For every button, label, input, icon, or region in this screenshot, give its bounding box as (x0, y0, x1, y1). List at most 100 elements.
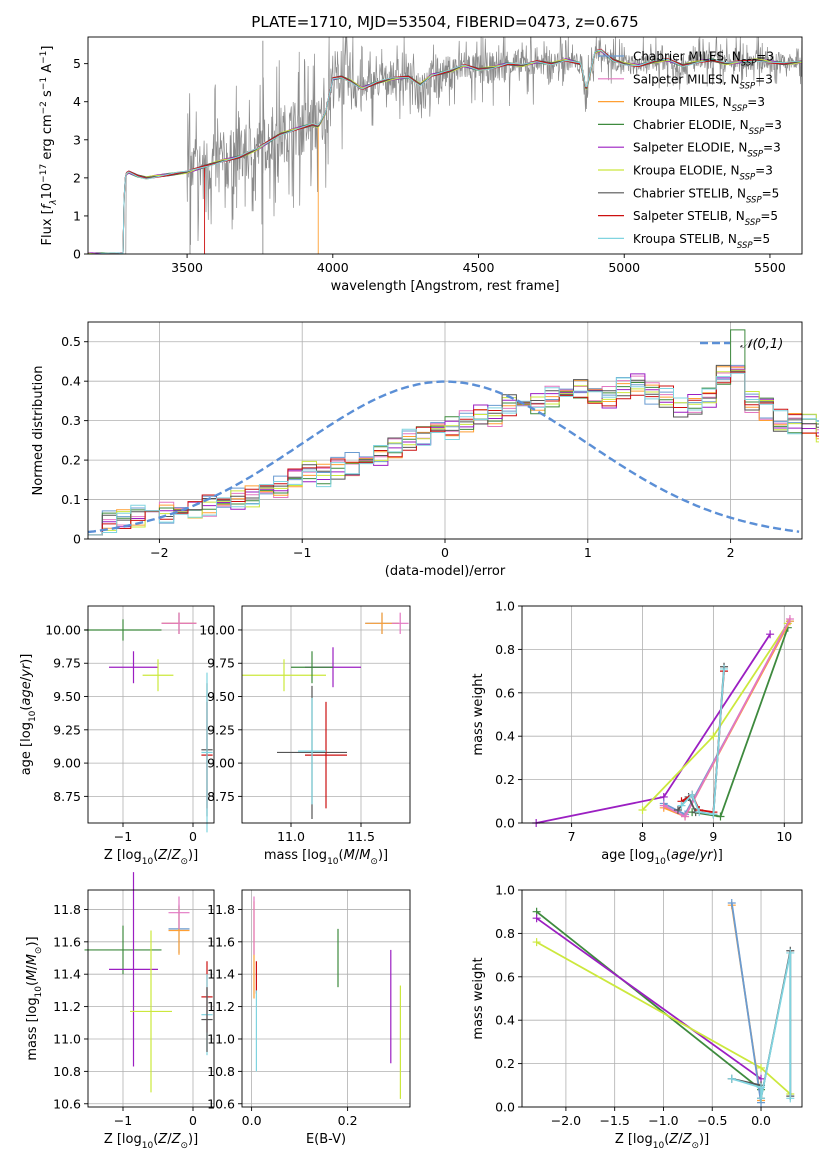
massweight-vs-Z-frame: −2.0 −1.5 −1.0 −0.5 0.0 0.0 0.2 0.4 0.6 0.8 1.0 (495, 883, 803, 1128)
y-tick-label: 9.50 (207, 689, 235, 704)
model-fit-salpeter-stelib (88, 48, 802, 255)
y-tick-label: 9.00 (207, 756, 235, 771)
y-tick-label: 3 (73, 132, 81, 147)
y-tick-label: 0.2 (495, 772, 515, 787)
legend-label: Kroupa MILES, NSSP=3 (633, 95, 765, 114)
age-vs-Z-ylabel: age [log10(age/yr)] (19, 654, 38, 776)
data-point-marker (673, 805, 682, 814)
y-tick-label: 8.75 (53, 789, 81, 804)
mass-vs-Z-ylabel: mass [log10(M/M⊙)] (25, 936, 44, 1060)
massweight-vs-Z-ylabel: mass weight (471, 957, 486, 1039)
normal-reference-curve (87, 380, 800, 534)
y-tick-label: 11.8 (53, 902, 81, 917)
data-point-marker (716, 812, 725, 821)
errorbar-chabrier-elodie (84, 619, 162, 641)
x-tick-label: −1 (114, 1113, 132, 1128)
data-point-marker (532, 914, 541, 923)
y-tick-label: 1.0 (495, 599, 515, 614)
y-tick-label: 11.0 (207, 1031, 235, 1046)
y-tick-label: 0.4 (61, 374, 81, 389)
y-tick-label: 11.2 (53, 999, 81, 1014)
massweight-vs-Z-axes (522, 889, 802, 1108)
mass-vs-EBV-frame: 0.0 0.2 10.6 10.8 11.0 11.2 11.4 11.6 11.8 (207, 889, 411, 1128)
x-tick-label: 11.5 (347, 829, 375, 844)
line-chabrier-elodie (688, 623, 792, 821)
errorbar-salpeter-miles (168, 896, 190, 929)
y-tick-label: 0.0 (495, 1100, 515, 1115)
massweight-vs-age-xlabel: age [log10(age/yr)] (601, 848, 723, 867)
x-tick-label: 4000 (317, 260, 349, 275)
data-point-marker (757, 1063, 766, 1072)
axes-frame (87, 605, 215, 824)
x-tick-label: 0.0 (751, 1113, 771, 1128)
y-tick-label: 9.75 (53, 656, 81, 671)
x-tick-label: −2 (150, 545, 168, 560)
age-vs-Z-frame: −1 0 8.75 9.00 9.25 9.50 9.75 10.00 (45, 605, 215, 844)
errorbar-kroupa-elodie (130, 930, 172, 1093)
data-point-marker (757, 1083, 766, 1092)
y-tick-label: 0.2 (495, 1056, 515, 1071)
data-point-marker (727, 899, 736, 908)
line-kroupa-stelib (677, 664, 729, 819)
errorbar-chabrier-elodie (291, 651, 333, 684)
errorbar-salpeter-miles (391, 612, 409, 634)
x-tick-label: −1.5 (600, 1113, 630, 1128)
y-tick-label: 10.00 (199, 622, 235, 637)
x-tick-label: −2.0 (551, 1113, 581, 1128)
legend-label: Salpeter ELODIE, NSSP=3 (633, 141, 781, 160)
y-tick-label: 0.8 (495, 926, 515, 941)
y-tick-label: 0.4 (495, 729, 515, 744)
errorbar-kroupa-stelib (298, 697, 326, 805)
massweight-vs-age-frame: 7 8 9 10 0.0 0.2 0.4 0.6 0.8 1.0 (495, 599, 803, 844)
errorbar-chabrier-stelib (201, 987, 213, 1052)
residuals-frame: −2 −1 0 1 2 0 0.1 0.2 0.3 0.4 0.5 (61, 321, 803, 560)
legend-label: Kroupa ELODIE, NSSP=3 (633, 164, 773, 183)
x-tick-label: 9 (709, 829, 717, 844)
y-tick-label: 9.00 (53, 756, 81, 771)
x-tick-label: −0.5 (697, 1113, 727, 1128)
histogram-chabrier-stelib (88, 364, 819, 536)
data-point-marker (681, 812, 690, 821)
x-tick-label: −1.0 (648, 1113, 678, 1128)
y-tick-label: 1 (73, 208, 81, 223)
y-tick-label: 0.1 (61, 492, 81, 507)
errorbar-salpeter-elodie (109, 651, 158, 684)
y-tick-label: 0.2 (61, 453, 81, 468)
x-tick-label: −1 (293, 545, 311, 560)
legend-label: Chabrier ELODIE, NSSP=3 (633, 118, 782, 137)
spectrum-data-line (88, 36, 803, 255)
y-tick-label: 11.6 (207, 934, 235, 949)
x-tick-label: −1 (114, 829, 132, 844)
errorbar-kroupa-elodie (142, 659, 174, 692)
y-tick-label: 9.25 (207, 722, 235, 737)
data-point-marker (766, 630, 775, 639)
x-tick-label: 11.0 (277, 829, 305, 844)
line-salpeter-miles (659, 615, 794, 821)
axes-frame (87, 889, 215, 1108)
spectrum-frame: 3500 4000 4500 5000 5500 0 1 2 3 4 5 (73, 36, 803, 275)
line-salpeter-elodie (532, 914, 766, 1083)
y-tick-label: 5 (73, 56, 81, 71)
line-chabrier-miles (727, 899, 766, 1107)
y-tick-label: 0.6 (495, 685, 515, 700)
y-tick-label: 0 (73, 247, 81, 262)
y-tick-label: 4 (73, 94, 81, 109)
data-point-marker (757, 1094, 766, 1103)
spectrum-legend: Chabrier MILES, NSSP=3 Salpeter MILES, NS… (598, 50, 782, 251)
data-point-marker (709, 732, 718, 741)
model-fit-chabrier-stelib (88, 49, 802, 255)
x-tick-label: 8 (639, 829, 647, 844)
observed-spectrum (88, 36, 803, 255)
data-point-marker (785, 615, 794, 624)
errorbar-kroupa-stelib (201, 672, 213, 833)
y-tick-label: 11.2 (207, 999, 235, 1014)
y-tick-label: 11.4 (207, 967, 235, 982)
y-tick-label: 10.6 (53, 1096, 81, 1111)
data-point-marker (695, 808, 704, 817)
line-salpeter-stelib (677, 667, 729, 817)
legend-label: Chabrier STELIB, NSSP=5 (633, 186, 779, 205)
y-tick-label: 0.4 (495, 1013, 515, 1028)
line-kroupa-stelib (727, 948, 795, 1103)
errorbar-kroupa-elodie (242, 659, 326, 692)
